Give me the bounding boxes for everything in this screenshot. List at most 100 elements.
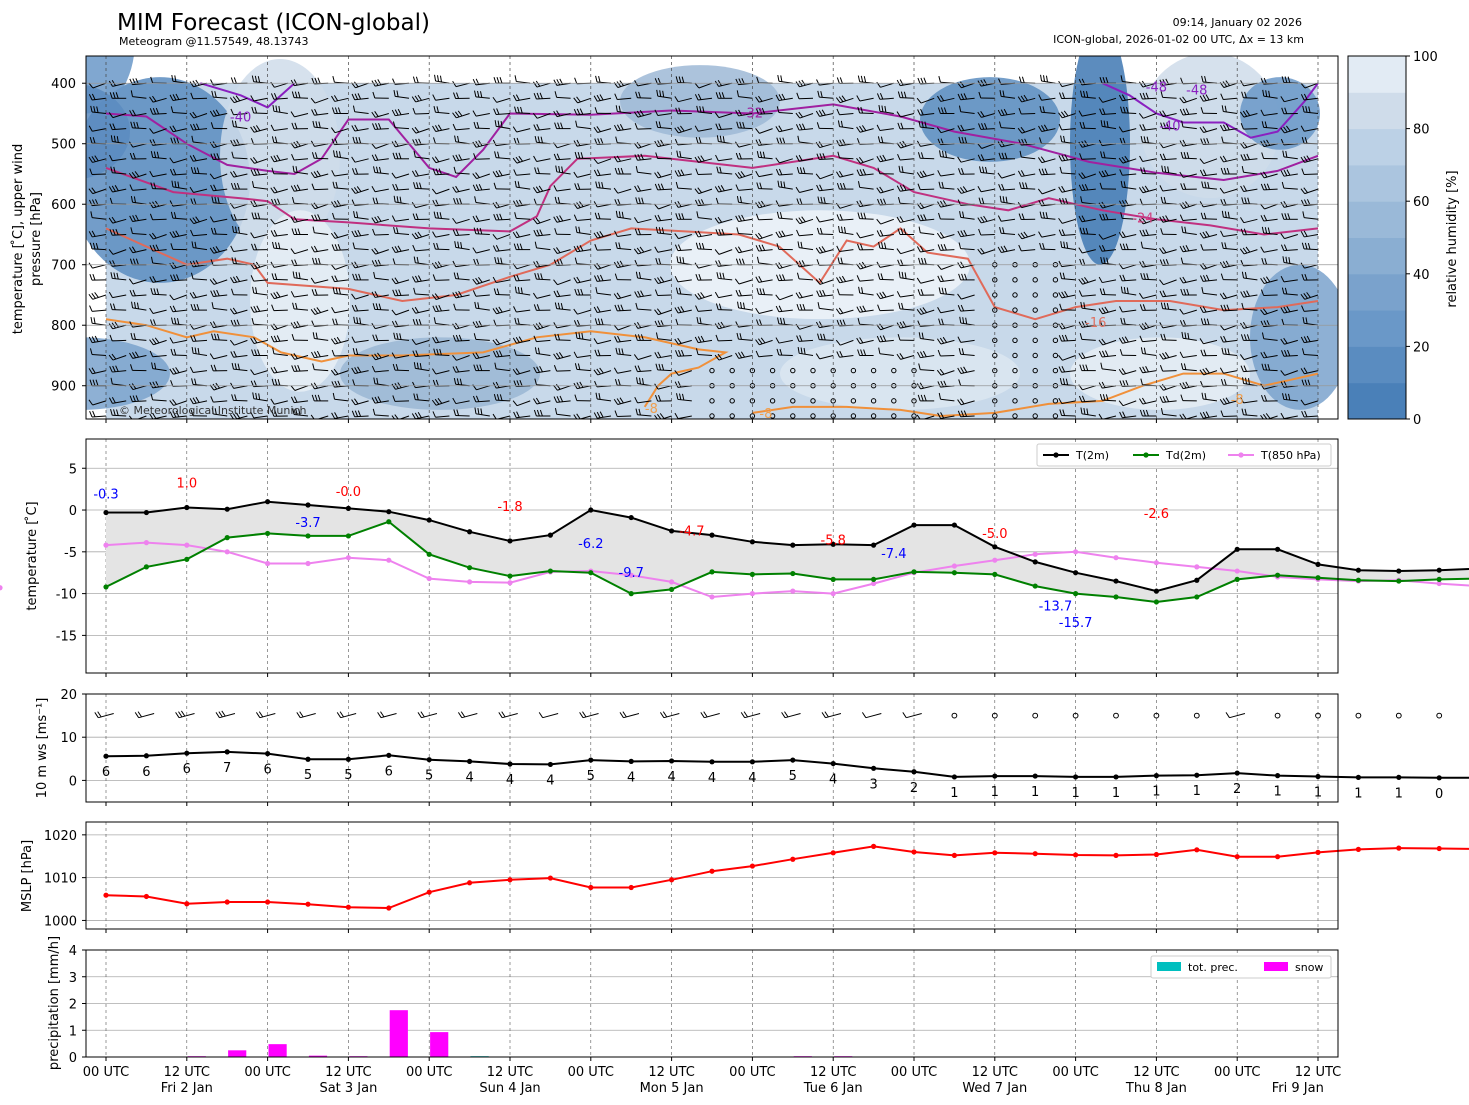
wind-barb <box>1159 395 1177 403</box>
wind-barb <box>1220 410 1238 417</box>
wind-barb <box>1179 214 1197 222</box>
t850-point <box>265 560 271 567</box>
mslp-ylabel: MSLP [hPa] <box>20 840 35 912</box>
precipitation-legend-box <box>1150 955 1332 979</box>
wind-barb <box>1059 166 1076 175</box>
wind-barb <box>836 108 854 116</box>
wind-barb <box>128 415 147 419</box>
wind-barb <box>393 332 410 341</box>
wind-barb <box>856 305 874 313</box>
wind-barb <box>372 408 389 417</box>
wind-barb <box>336 711 357 719</box>
wind-barb <box>755 170 773 178</box>
wind-barb <box>977 154 995 162</box>
wind-barb <box>1159 110 1177 118</box>
calm-wind-marker <box>810 367 816 374</box>
wind-barb <box>292 271 309 281</box>
wind-barb <box>312 363 329 372</box>
wind-barb <box>493 288 511 296</box>
wind-barb <box>311 289 329 296</box>
wind-barb <box>270 229 288 237</box>
temperature-extreme-labels: -0.3 1.0 -3.7 -0.0 -1.8 -6.2 -9.7 -4.7 -5.8 -7.4 -… <box>93 477 1169 632</box>
total-precip-legend-swatch <box>1157 962 1181 971</box>
wind-barb <box>149 128 167 134</box>
wind-barb <box>1038 231 1056 238</box>
wind-barb <box>1220 124 1238 132</box>
isotherm-label: -16 <box>1085 316 1106 331</box>
wind-y-axis: 0 10 20 <box>60 688 86 789</box>
wind-barb <box>232 225 248 235</box>
wind-barb <box>149 95 167 103</box>
wind-barb <box>189 396 208 405</box>
wind-barb <box>795 186 814 193</box>
calm-wind-marker <box>1012 398 1018 404</box>
calm-wind-marker <box>1052 367 1059 374</box>
wind-barb <box>695 348 713 356</box>
isotherm-label: -48 <box>1186 83 1207 98</box>
t850-point <box>830 591 836 597</box>
surface-wind-barbs <box>94 710 1443 719</box>
wind-barb <box>1180 183 1197 190</box>
wind-barb <box>1159 290 1177 298</box>
wind-barb <box>1159 247 1177 254</box>
wind-barb <box>936 232 955 239</box>
temperature-extreme-label: -5.0 <box>982 527 1007 542</box>
wind-barb <box>1179 308 1197 315</box>
wind-barb <box>997 172 1016 179</box>
t2m-point <box>1355 567 1361 573</box>
td2m-point <box>265 530 271 537</box>
calm-wind-marker <box>709 367 715 374</box>
wind-barb <box>272 347 288 356</box>
wind-barb <box>169 125 187 133</box>
wind-barb <box>190 229 208 237</box>
rh-region-14 <box>780 337 1020 410</box>
isotherm-label: -40 <box>230 111 251 126</box>
wind-barb <box>411 126 430 134</box>
t2m-point <box>143 509 149 516</box>
wind-speed-label: 6 <box>142 765 150 780</box>
t2m-point <box>1315 561 1321 567</box>
wind-barb <box>856 125 874 133</box>
wind-barb <box>1199 94 1218 102</box>
wind-barb <box>674 337 692 345</box>
wind-barb <box>857 75 874 84</box>
wind-barb <box>310 414 329 419</box>
wind-barb <box>1099 182 1117 190</box>
wind-barb <box>129 141 147 148</box>
wind-barb <box>109 154 127 162</box>
time-tick-label: 12 UTC <box>972 1065 1018 1080</box>
wind-barb <box>533 229 551 237</box>
wind-barb <box>614 124 632 132</box>
wind-barb <box>210 184 228 192</box>
wind-barb <box>311 214 329 222</box>
t2m-point <box>1234 546 1240 552</box>
wind-barb <box>1220 167 1238 175</box>
wind-barb <box>514 212 531 220</box>
wind-barb <box>574 183 591 190</box>
wind-barb <box>1039 106 1056 114</box>
t2m-point <box>1113 578 1119 584</box>
wind-barb <box>1240 217 1258 224</box>
wind-barb <box>494 151 511 160</box>
wind-barb <box>736 90 753 99</box>
wind-barb <box>351 366 369 374</box>
wind-barb <box>514 75 531 84</box>
wind-barb <box>1079 227 1096 235</box>
wind-speed-point <box>1032 773 1038 779</box>
precipitation-gridlines <box>86 949 1338 1058</box>
wind-barb <box>835 339 854 346</box>
wind-speed-point <box>951 774 958 780</box>
wind-barb <box>755 307 773 314</box>
wind-barb <box>1017 201 1036 209</box>
wind-speed-point <box>1396 774 1402 780</box>
mslp-point <box>184 901 190 907</box>
wind-speed-point <box>547 761 554 768</box>
wind-barb <box>271 273 288 281</box>
wind-barb <box>532 113 551 119</box>
wind-barb <box>776 243 793 251</box>
wind-barb <box>1037 156 1056 164</box>
wind-barb <box>532 185 551 194</box>
wind-barb <box>1119 274 1137 282</box>
wind-barb <box>231 120 248 130</box>
wind-barb <box>735 214 753 222</box>
